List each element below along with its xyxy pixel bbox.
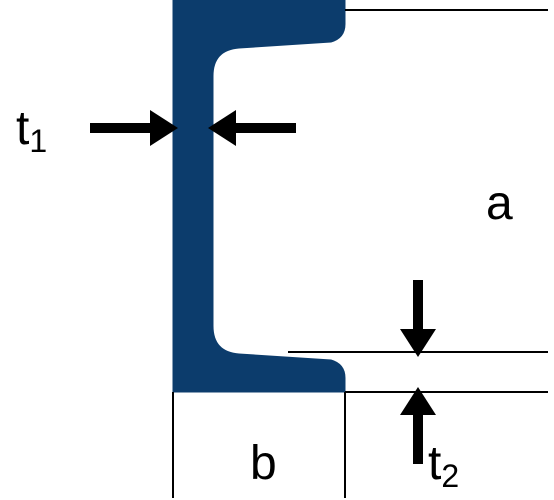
diagram-stage: a b t1 t2 bbox=[0, 0, 554, 500]
label-t2-sub: 2 bbox=[441, 458, 459, 494]
label-b: b bbox=[250, 440, 277, 488]
label-t1-sub: 1 bbox=[29, 123, 47, 159]
t1-arrow-right bbox=[208, 110, 296, 146]
t2-arrow-top bbox=[400, 280, 436, 357]
label-a: a bbox=[486, 180, 513, 228]
label-t1: t1 bbox=[16, 105, 47, 153]
label-t1-main: t bbox=[16, 102, 29, 155]
diagram-svg bbox=[0, 0, 554, 500]
t1-arrow-left bbox=[90, 110, 178, 146]
channel-section bbox=[173, 0, 345, 392]
label-t2: t2 bbox=[428, 440, 459, 488]
label-t2-main: t bbox=[428, 437, 441, 490]
